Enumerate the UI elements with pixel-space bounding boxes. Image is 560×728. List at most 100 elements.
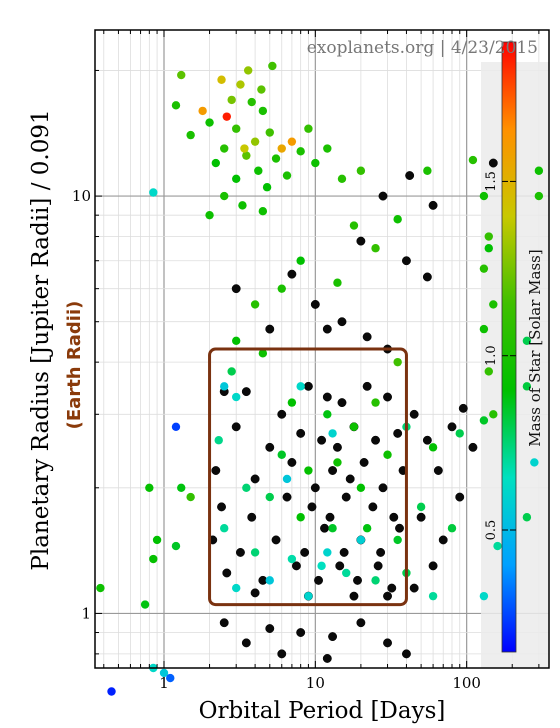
data-point-colored (232, 583, 241, 593)
data-point-black (383, 392, 392, 402)
data-point-colored (265, 128, 274, 137)
data-point-black (300, 547, 310, 557)
data-point-black (332, 442, 342, 452)
data-point-colored (393, 535, 402, 545)
data-point-black (401, 256, 411, 266)
y-tick-label: 1 (81, 604, 91, 622)
data-point-black (373, 561, 383, 571)
data-point-colored (227, 367, 236, 376)
data-point-colored (220, 524, 229, 533)
data-point-colored (468, 155, 478, 165)
data-point-colored (171, 101, 181, 110)
data-point-colored (428, 443, 438, 452)
data-point-colored (258, 106, 268, 116)
data-point-colored (371, 398, 380, 407)
data-point-black (328, 632, 338, 642)
data-point-black (371, 435, 381, 445)
data-point-colored (534, 191, 544, 201)
data-point-colored (447, 524, 457, 533)
data-point-colored (479, 264, 489, 273)
data-point-colored (416, 502, 426, 512)
data-point-colored (479, 191, 489, 201)
data-point-colored (317, 561, 326, 571)
data-point-colored (159, 668, 169, 678)
data-point-colored (342, 568, 351, 578)
data-point-black (401, 649, 411, 659)
data-point-colored (265, 492, 274, 502)
data-point-colored (304, 591, 313, 601)
data-point-black (325, 512, 335, 522)
data-point-colored (250, 300, 260, 309)
data-point-black (362, 381, 372, 391)
data-point-colored (304, 466, 313, 475)
data-point-black (241, 638, 251, 648)
data-point-colored (296, 147, 305, 156)
data-point-black (322, 654, 332, 663)
data-point-black (339, 547, 349, 557)
data-point-colored (328, 524, 337, 533)
data-point-black (287, 458, 297, 467)
data-point-colored (530, 458, 539, 467)
data-point-black (296, 428, 306, 438)
colorbar-ticks: 0.5 1.0 1.5 (484, 171, 516, 540)
data-point-colored (220, 144, 229, 153)
data-point-colored (356, 166, 366, 175)
data-point-colored (107, 687, 116, 696)
data-point-colored (152, 535, 162, 545)
data-point-colored (171, 541, 181, 551)
data-point-black (416, 512, 426, 522)
data-point-colored (222, 112, 231, 121)
data-point-colored (356, 483, 366, 492)
data-point-black (383, 591, 392, 601)
colorbar-tick-label: 1.0 (484, 345, 499, 366)
data-point-colored (250, 548, 260, 557)
data-point-colored (311, 158, 320, 168)
data-point-colored (296, 382, 305, 391)
data-point-colored (428, 591, 438, 601)
data-point-colored (493, 541, 502, 551)
data-point-colored (220, 382, 229, 391)
data-point-black (447, 422, 457, 432)
data-point-colored (371, 576, 380, 585)
data-point-black (217, 502, 226, 512)
data-point-colored (282, 171, 292, 180)
data-point-colored (232, 174, 241, 184)
data-point-black (265, 624, 275, 633)
data-point-colored (149, 554, 158, 564)
data-point-colored (145, 483, 154, 492)
data-point-black (307, 502, 317, 512)
y-axis-label: Planetary Radius [Jupiter Radii] / 0.091 (28, 109, 54, 570)
data-point-black (376, 547, 386, 557)
data-point-black (405, 171, 415, 180)
data-point-black (241, 387, 251, 397)
data-point-colored (227, 95, 236, 105)
data-point-colored (166, 673, 175, 683)
data-point-colored (282, 474, 292, 484)
data-point-colored (96, 583, 105, 593)
data-point-colored (304, 124, 313, 133)
data-point-colored (337, 174, 347, 184)
data-point-colored (232, 392, 241, 402)
data-point-black (277, 649, 287, 659)
data-point-colored (268, 61, 277, 71)
data-point-colored (257, 85, 266, 94)
data-point-black (211, 466, 221, 475)
x-tick-label: 10 (306, 674, 325, 692)
data-point-colored (484, 232, 493, 241)
data-point-colored (522, 336, 532, 346)
data-point-colored (177, 70, 186, 80)
data-point-colored (171, 422, 181, 432)
data-point-black (335, 561, 345, 571)
data-point-colored (287, 554, 297, 564)
data-point-colored (393, 215, 402, 224)
data-point-colored (262, 183, 272, 192)
data-point-black (359, 458, 369, 467)
data-point-black (287, 269, 297, 279)
data-point-black (488, 158, 498, 168)
data-point-colored (205, 118, 214, 127)
data-point-black (222, 568, 232, 578)
data-point-black (282, 492, 292, 502)
data-point-colored (254, 166, 263, 175)
data-point-colored (333, 458, 342, 467)
data-point-colored (287, 398, 297, 407)
